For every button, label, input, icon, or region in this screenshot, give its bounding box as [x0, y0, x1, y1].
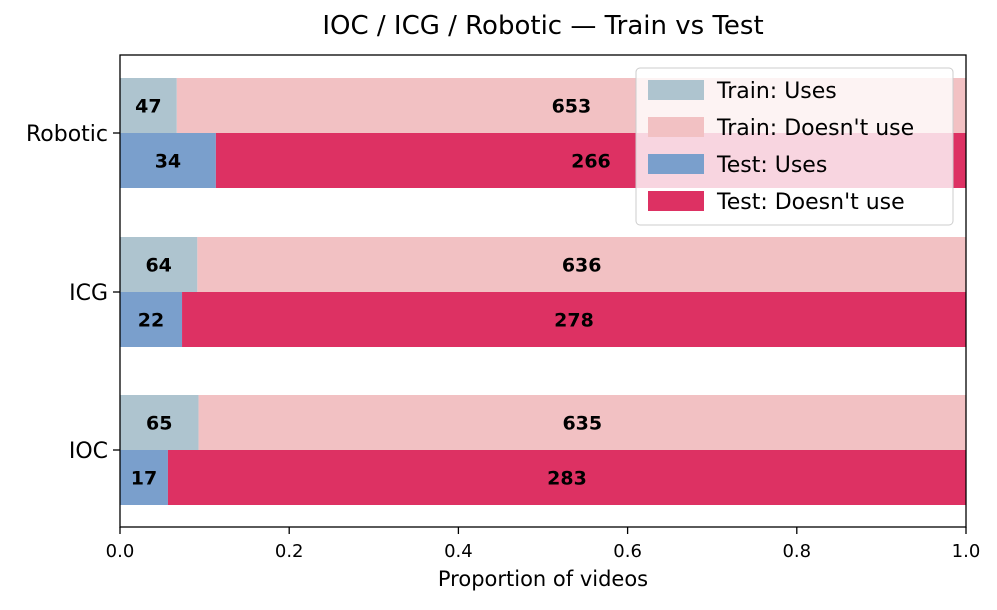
x-tick-label: 1.0: [952, 541, 981, 562]
plot-frame: [119, 54, 967, 528]
legend-swatch-test-uses: [648, 154, 704, 174]
x-tick-label: 0.0: [106, 541, 135, 562]
y-tick-label-ioc: IOC: [69, 439, 108, 464]
y-tick-label-robotic: Robotic: [26, 122, 108, 147]
x-axis: 0.0 0.2 0.4 0.6 0.8 1.0: [106, 527, 981, 562]
legend-swatch-train-doesn-t-use: [648, 117, 704, 137]
bar-label-robotic-train-doesn-t-use: 653: [552, 96, 592, 118]
chart-title: IOC / ICG / Robotic — Train vs Test: [322, 11, 763, 41]
x-tick-label: 0.2: [275, 541, 304, 562]
bar-label-robotic-test-uses: 34: [155, 151, 181, 173]
x-tick-label: 0.6: [613, 541, 642, 562]
bar-label-ioc-train-uses: 65: [146, 413, 172, 435]
bar-label-icg-test-uses: 22: [138, 310, 164, 332]
legend-label-train-uses: Train: Uses: [716, 79, 837, 104]
legend-box: [635, 67, 954, 226]
x-tick-label: 0.8: [782, 541, 811, 562]
bar-label-icg-test-doesn-t-use: 278: [554, 310, 594, 332]
bar-robotic-test-uses: [120, 133, 216, 188]
bar-ioc-test-doesn-t-use: [167, 450, 966, 505]
bar-icg-train-doesn-t-use: [197, 237, 966, 292]
legend-label-test-uses: Test: Uses: [716, 153, 827, 178]
bar-icg-test-uses: [120, 292, 183, 347]
bar-ioc-test-uses: [120, 450, 168, 505]
bar-label-icg-train-uses: 64: [145, 255, 171, 277]
bar-label-icg-train-doesn-t-use: 636: [562, 255, 602, 277]
bar-label-ioc-test-doesn-t-use: 283: [547, 468, 587, 490]
legend-label-train-doesn-t-use: Train: Doesn't use: [716, 116, 914, 141]
bar-label-robotic-train-uses: 47: [135, 96, 161, 118]
y-tick-label-icg: ICG: [69, 281, 108, 306]
bar-label-ioc-train-doesn-t-use: 635: [562, 413, 602, 435]
x-tick-label: 0.4: [444, 541, 473, 562]
legend-swatch-train-uses: [648, 80, 704, 100]
bar-robotic-train-uses: [120, 78, 177, 133]
bar-label-ioc-test-uses: 17: [131, 468, 157, 490]
bar-icg-test-doesn-t-use: [182, 292, 967, 347]
legend-swatch-test-doesn-t-use: [648, 191, 704, 211]
bar-ioc-train-doesn-t-use: [198, 395, 967, 450]
bar-icg-train-uses: [120, 237, 198, 292]
bar-label-robotic-test-doesn-t-use: 266: [571, 151, 611, 173]
bar-ioc-train-uses: [120, 395, 199, 450]
legend: Train: Uses Train: Doesn't use Test: Uses T…: [635, 67, 954, 226]
x-axis-label: Proportion of videos: [438, 567, 648, 591]
y-axis: IOC ICG Robotic: [26, 122, 120, 464]
legend-label-test-doesn-t-use: Test: Doesn't use: [716, 190, 905, 215]
bars-layer: [120, 78, 967, 505]
bar-labels-layer: 65 635 17 283 64 636 22 278 47 653 34 266: [131, 96, 611, 490]
